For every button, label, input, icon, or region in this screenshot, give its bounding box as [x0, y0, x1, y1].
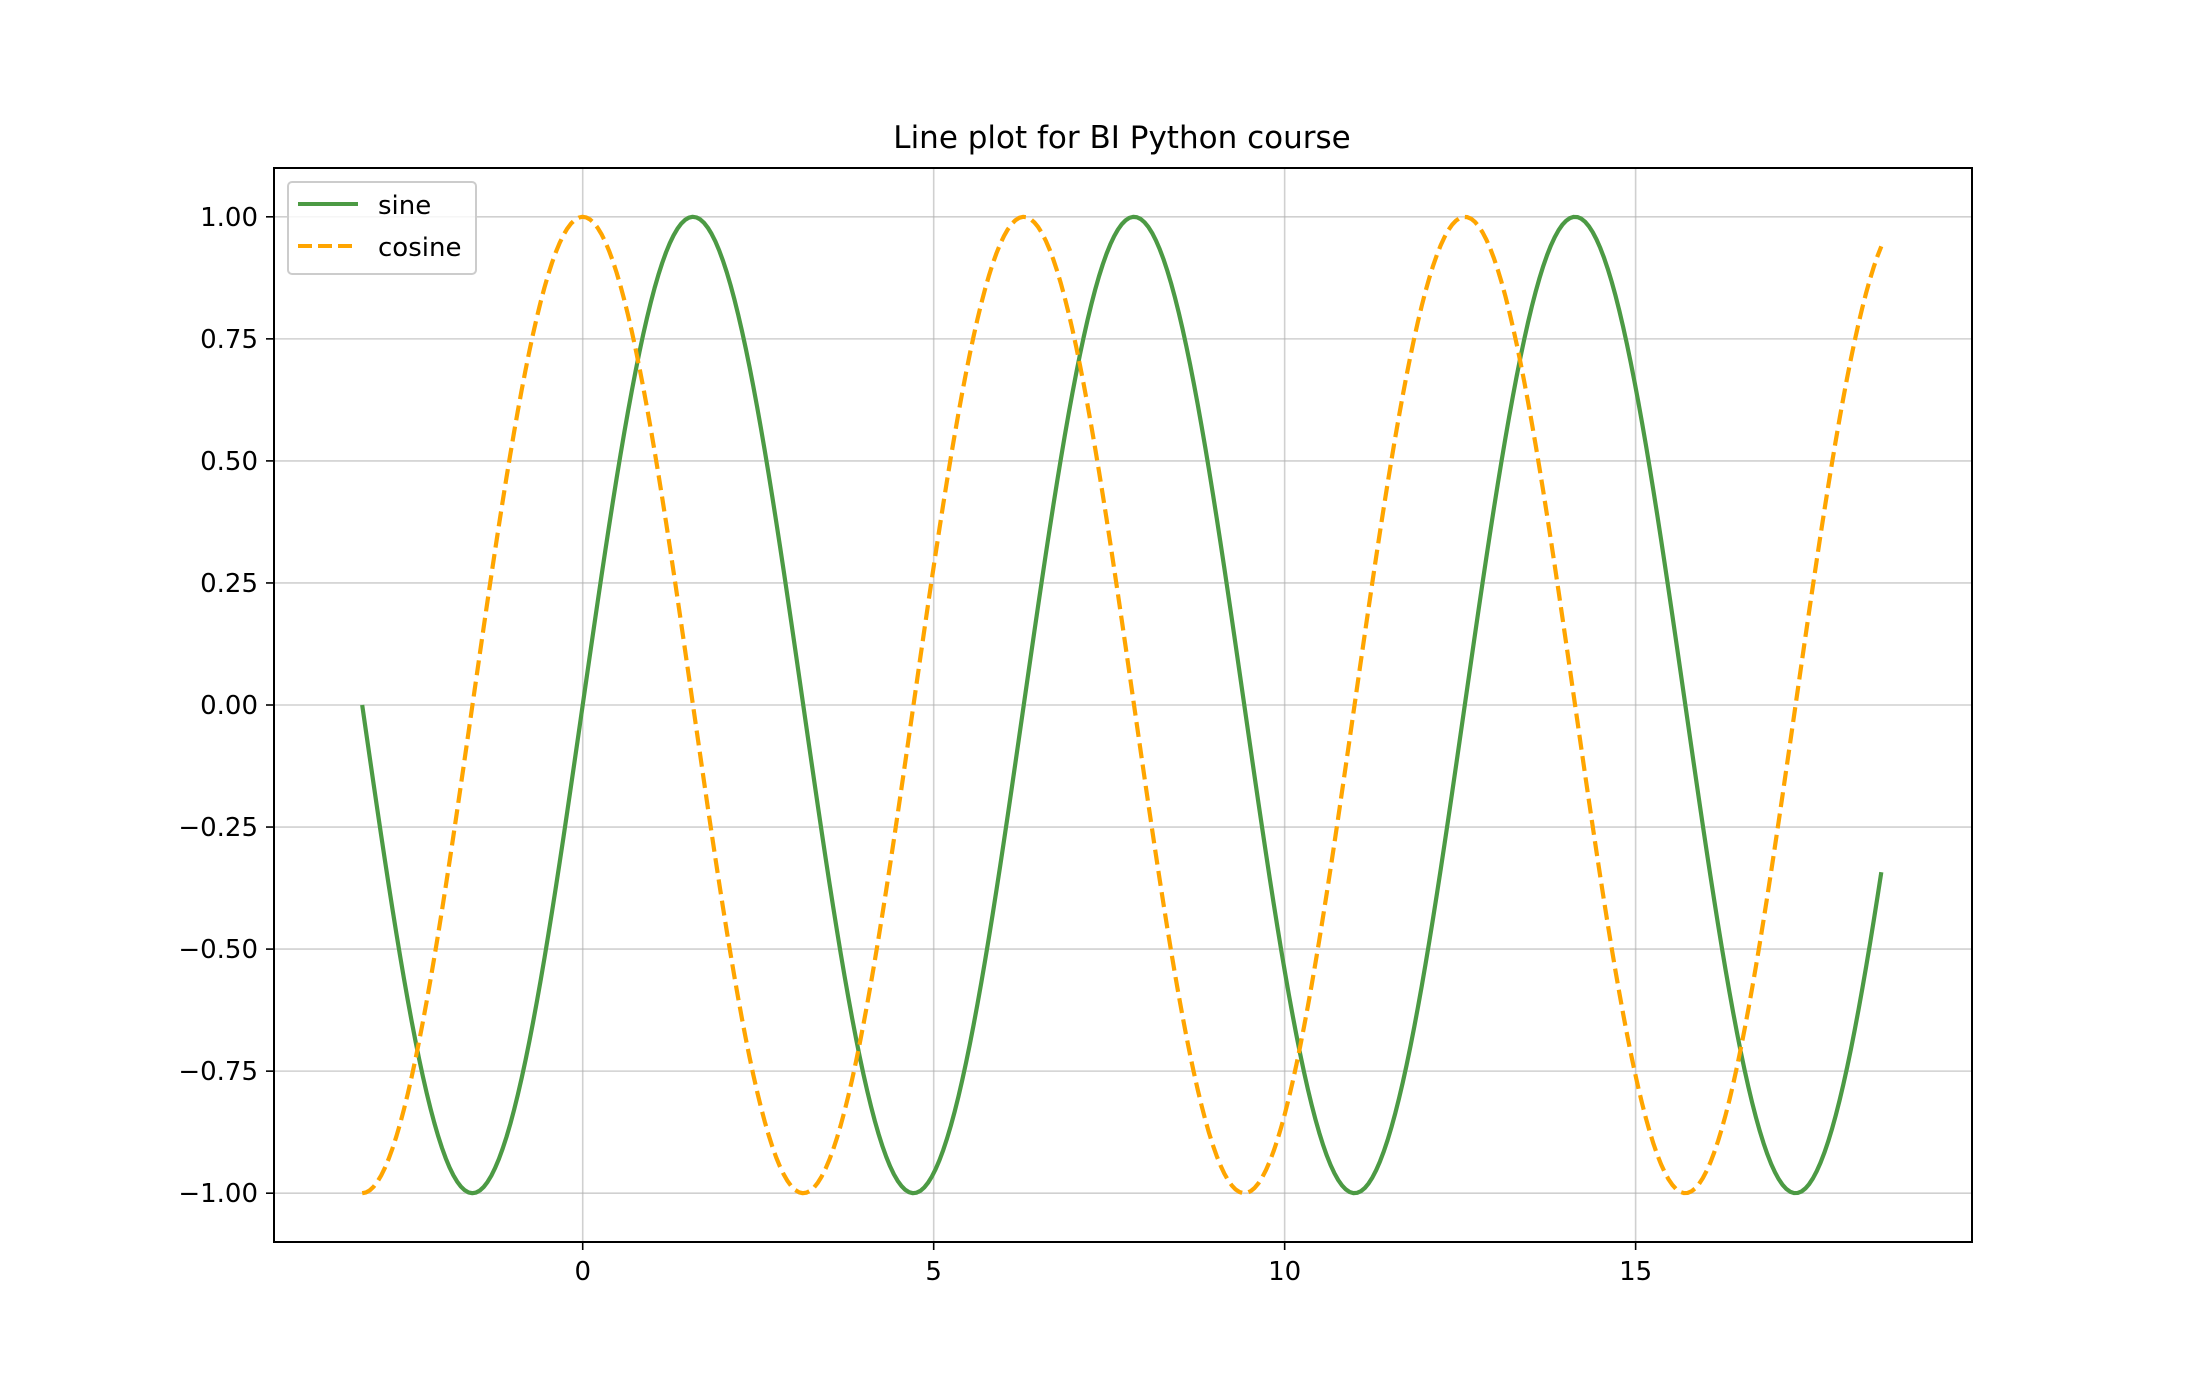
- x-tick-label: 5: [925, 1257, 942, 1287]
- y-tick-label: 1.00: [200, 203, 258, 233]
- x-tick-label: 15: [1619, 1257, 1652, 1287]
- y-tick-label: −0.50: [178, 935, 258, 965]
- y-tick-label: 0.25: [200, 569, 258, 599]
- legend-cosine-label: cosine: [378, 233, 461, 263]
- y-tick-label: −0.25: [178, 813, 258, 843]
- y-tick-label: 0.50: [200, 447, 258, 477]
- cosine-line: [361, 214, 1884, 1196]
- plot-lines: [360, 214, 1884, 1196]
- x-tick-label: 0: [574, 1257, 591, 1287]
- axis-ticks: 0 5 10 15 1.00 0.75 0.50 0.25 0.00 −0.25 −0.50 −0.7…: [178, 203, 1652, 1287]
- grid: [274, 168, 1972, 1242]
- y-tick-label: 0.75: [200, 325, 258, 355]
- y-tick-label: −1.00: [178, 1179, 258, 1209]
- y-tick-label: 0.00: [200, 691, 258, 721]
- sine-line: [360, 214, 1884, 1196]
- legend: sine cosine: [287, 181, 477, 275]
- chart-title: Line plot for BI Python course: [893, 120, 1350, 156]
- y-tick-label: −0.75: [178, 1057, 258, 1087]
- x-tick-label: 10: [1268, 1257, 1301, 1287]
- legend-sine-label: sine: [378, 191, 431, 221]
